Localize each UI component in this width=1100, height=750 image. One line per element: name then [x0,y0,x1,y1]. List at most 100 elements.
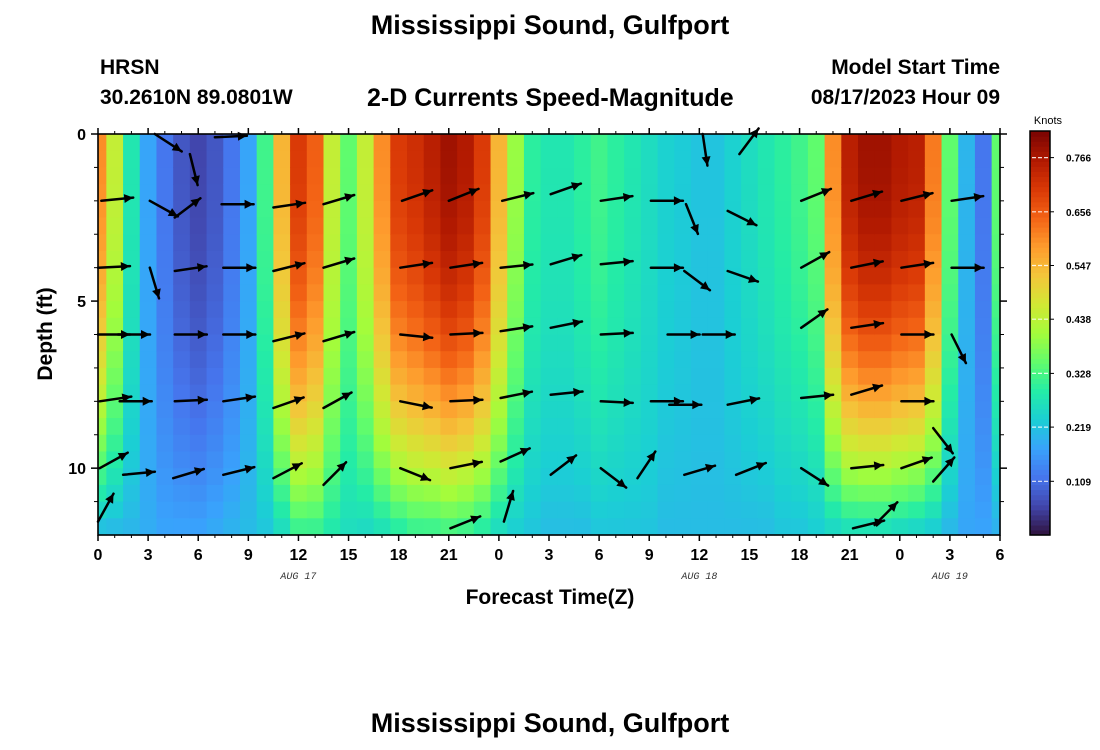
heatmap-cell [473,134,492,152]
heatmap-cell [624,401,642,419]
arrow-head [117,452,128,461]
heatmap-cell [991,518,1001,536]
heatmap-cell [574,150,592,169]
heatmap-cell [640,250,659,269]
heatmap-cell [523,418,542,436]
arrow-head [705,463,715,473]
heatmap-cell [473,234,492,252]
heatmap-cell [657,334,675,352]
heatmap-cell [173,351,191,369]
heatmap-cell [824,351,842,369]
heatmap-cell [206,451,224,469]
colorbar-step [1030,226,1050,233]
arrow-head [700,281,710,291]
current-vector-arrow [449,259,484,269]
heatmap-cell [657,434,675,453]
heatmap-cell [356,334,375,352]
heatmap-cell [657,367,675,386]
heatmap-cell [724,184,742,202]
heatmap-cell [757,167,776,185]
heatmap-cell [858,351,876,369]
heatmap-cell [273,217,291,235]
heatmap-cell [139,484,158,503]
heatmap-cell [841,301,859,319]
heatmap-cell [574,134,592,152]
heatmap-cell [607,334,625,352]
colorbar-step [1030,514,1050,521]
heatmap-cell [256,167,274,185]
heatmap-cell [390,184,408,202]
heatmap-cell [507,284,525,302]
heatmap-cell [690,301,709,319]
heatmap-cell [741,234,759,252]
heatmap-cell [908,518,926,536]
current-vector-arrow [799,250,831,269]
heatmap-cell [657,267,675,285]
arrow-head [197,330,207,339]
heatmap-cell [239,234,258,252]
heatmap-cell [624,134,642,152]
heatmap-cell [139,184,158,202]
heatmap-cell [841,334,859,352]
heatmap-cell [807,451,826,469]
heatmap-cell [774,334,792,352]
heatmap-cell [106,518,124,536]
heatmap-cell [256,384,274,402]
heatmap-cell [908,150,926,169]
heatmap-cell [156,250,174,269]
heatmap-cell [624,484,642,503]
heatmap-cell [323,367,341,386]
heatmap-cell [156,501,174,519]
heatmap-cell [724,284,742,302]
heatmap-cell [457,217,475,235]
heatmap-cell [774,384,792,402]
heatmap-cell [340,267,358,285]
heatmap-cell [824,434,842,453]
heatmap-cell [958,401,976,419]
arrow-head [246,330,256,339]
heatmap-cell [590,284,609,302]
heatmap-cell [239,284,258,302]
heatmap-cell [874,267,893,285]
heatmap-cell [290,501,308,519]
heatmap-cell [139,434,158,453]
heatmap-cell [624,301,642,319]
heatmap-cell [189,418,208,436]
arrow-head [616,478,627,488]
heatmap-cell [640,150,659,169]
heatmap-cell [757,150,776,169]
heatmap-cell [774,501,792,519]
heatmap-cell [457,418,475,436]
y-axis-label: Depth (ft) [34,287,57,380]
heatmap-cell [390,301,408,319]
heatmap-cell [390,384,408,402]
heatmap-cell [256,134,274,152]
current-vector-arrow [173,263,208,273]
heatmap-cell [440,518,458,536]
heatmap-cell [457,267,475,285]
heatmap-cell [206,367,224,386]
arrow-head [336,462,347,472]
heatmap-cell [523,200,542,219]
current-vector-arrow [399,259,434,269]
heatmap-cell [323,184,341,202]
heatmap-cell [908,134,926,152]
current-vector-arrow [549,387,584,397]
heatmap-cell [373,284,391,302]
heatmap-cell [941,134,959,152]
heatmap-cell [690,351,709,369]
heatmap-cell [924,518,943,536]
heatmap-cell [958,234,976,252]
heatmap-cell [640,434,659,453]
heatmap-cell [774,351,792,369]
heatmap-cell [123,317,141,336]
heatmap-cell [974,367,993,386]
heatmap-cell [807,434,826,453]
heatmap-cell [741,434,759,453]
heatmap-cell [273,351,291,369]
heatmap-cell [306,200,325,219]
heatmap-cell [908,367,926,386]
heatmap-cell [423,451,442,469]
heatmap-cell [757,234,776,252]
heatmap-cell [590,301,609,319]
